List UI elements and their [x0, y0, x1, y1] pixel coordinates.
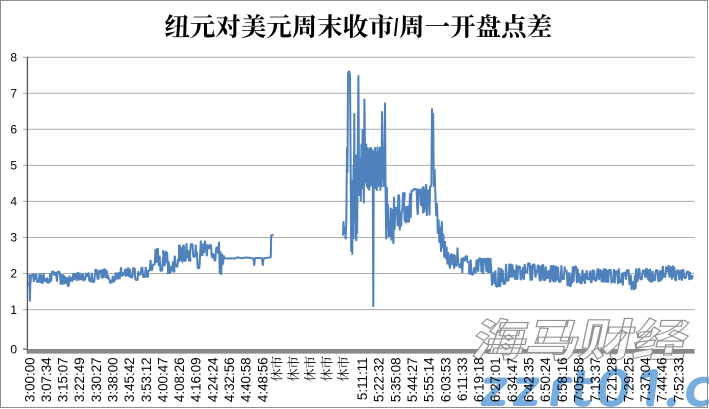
- svg-text:6:58:16: 6:58:16: [555, 357, 570, 402]
- svg-text:5:55:14: 5:55:14: [422, 357, 437, 402]
- svg-text:6:27:01: 6:27:01: [488, 357, 503, 402]
- svg-text:7:13:37: 7:13:37: [588, 357, 603, 402]
- svg-text:5:35:08: 5:35:08: [388, 357, 403, 402]
- svg-text:2: 2: [10, 267, 17, 281]
- svg-text:4:40:58: 4:40:58: [239, 357, 254, 402]
- svg-text:6: 6: [10, 123, 17, 137]
- svg-text:6:11:33: 6:11:33: [455, 357, 470, 401]
- svg-text:1: 1: [10, 303, 17, 317]
- svg-text:3:15:07: 3:15:07: [56, 357, 71, 402]
- svg-text:3:45:42: 3:45:42: [122, 357, 137, 402]
- svg-text:5:22:32: 5:22:32: [372, 357, 387, 402]
- svg-text:6:42:35: 6:42:35: [522, 357, 537, 402]
- svg-text:3:38:00: 3:38:00: [106, 357, 121, 402]
- svg-text:7:44:46: 7:44:46: [655, 357, 670, 402]
- svg-text:6:03:53: 6:03:53: [438, 357, 453, 402]
- svg-text:3:07:34: 3:07:34: [39, 357, 54, 402]
- svg-text:3: 3: [10, 231, 17, 245]
- svg-text:5:44:27: 5:44:27: [405, 357, 420, 402]
- svg-text:6:50:24: 6:50:24: [538, 357, 553, 402]
- svg-text:7:37:04: 7:37:04: [638, 357, 653, 402]
- svg-text:6:34:47: 6:34:47: [505, 357, 520, 402]
- svg-text:4: 4: [10, 195, 17, 209]
- svg-text:5: 5: [10, 159, 17, 173]
- svg-text:4:24:24: 4:24:24: [205, 357, 220, 402]
- svg-text:4:48:56: 4:48:56: [255, 357, 270, 402]
- svg-text:7:05:58: 7:05:58: [571, 357, 586, 402]
- svg-text:7:29:25: 7:29:25: [621, 357, 636, 402]
- svg-text:4:16:09: 4:16:09: [189, 357, 204, 402]
- svg-text:7:52:33: 7:52:33: [671, 357, 686, 402]
- svg-text:4:32:56: 4:32:56: [222, 357, 237, 402]
- svg-text:3:00:00: 3:00:00: [22, 357, 37, 402]
- svg-text:4:00:47: 4:00:47: [155, 357, 170, 402]
- svg-text:8: 8: [10, 50, 17, 64]
- svg-text:3:53:12: 3:53:12: [139, 357, 154, 402]
- svg-text:6:19:18: 6:19:18: [472, 357, 487, 402]
- svg-text:3:30:27: 3:30:27: [89, 357, 104, 402]
- svg-text:5:11:11: 5:11:11: [355, 357, 370, 400]
- svg-text:4:08:26: 4:08:26: [172, 357, 187, 402]
- svg-text:7: 7: [10, 87, 17, 101]
- svg-text:3:22:49: 3:22:49: [72, 357, 87, 402]
- svg-text:0: 0: [10, 342, 17, 356]
- svg-text:7:21:28: 7:21:28: [605, 357, 620, 402]
